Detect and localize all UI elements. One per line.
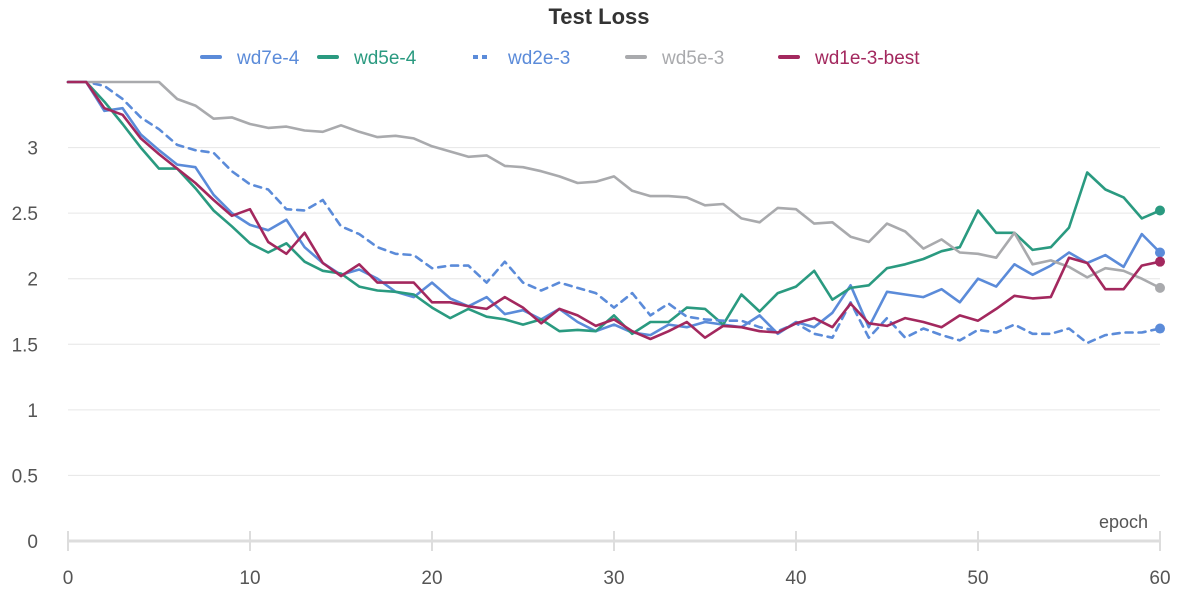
legend[interactable]: wd7e-4 wd5e-4 wd2e-3 wd5e-3 wd1e-3-best [200,48,920,69]
x-tick-label: 10 [239,568,260,589]
x-tick-label: 60 [1149,568,1170,589]
y-tick-label: 1.5 [12,335,38,356]
legend-item-wd7e-4[interactable]: wd7e-4 [200,48,300,69]
end-point-wd5e-4 [1155,205,1165,216]
series-line-wd1e-3-best [66,80,1162,341]
chart-title: Test Loss [548,4,649,29]
x-tick-label: 0 [63,568,74,589]
y-tick-label: 2 [27,270,38,291]
y-tick-label: 0 [27,532,38,553]
end-point-wd1e-3-best [1155,256,1165,267]
legend-label: wd1e-3-best [814,48,920,69]
legend-label: wd5e-4 [353,48,417,69]
y-tick-label: 0.5 [12,466,38,487]
end-point-wd2e-3 [1155,323,1165,334]
y-tick-label: 2.5 [12,204,38,225]
x-tick-label: 40 [785,568,806,589]
x-tick-label: 50 [967,568,988,589]
grid-lines [68,147,1160,476]
x-tick-label: 20 [421,568,442,589]
series-group [66,80,1165,345]
end-point-wd5e-3 [1155,282,1165,293]
x-axis: 0 10 20 30 40 50 60 [63,531,1171,589]
end-point-wd7e-4 [1155,247,1165,258]
legend-item-wd5e-4[interactable]: wd5e-4 [317,48,417,69]
series-line-wd5e-4 [66,80,1162,336]
legend-item-wd2e-3[interactable]: wd2e-3 [473,48,570,69]
legend-item-wd5e-3[interactable]: wd5e-3 [625,48,724,69]
legend-label: wd2e-3 [507,48,570,69]
series-line-wd7e-4 [66,80,1162,337]
legend-label: wd5e-3 [661,48,724,69]
y-axis: 0 0.5 1 1.5 2 2.5 3 [12,139,38,553]
legend-item-wd1e-3-best[interactable]: wd1e-3-best [778,48,920,69]
legend-label: wd7e-4 [236,48,300,69]
x-axis-label: epoch [1099,512,1148,532]
y-tick-label: 1 [27,401,38,422]
series-line-wd2e-3 [66,80,1162,345]
x-tick-label: 30 [603,568,624,589]
y-tick-label: 3 [27,139,38,160]
series-line-wd5e-3 [66,80,1162,290]
